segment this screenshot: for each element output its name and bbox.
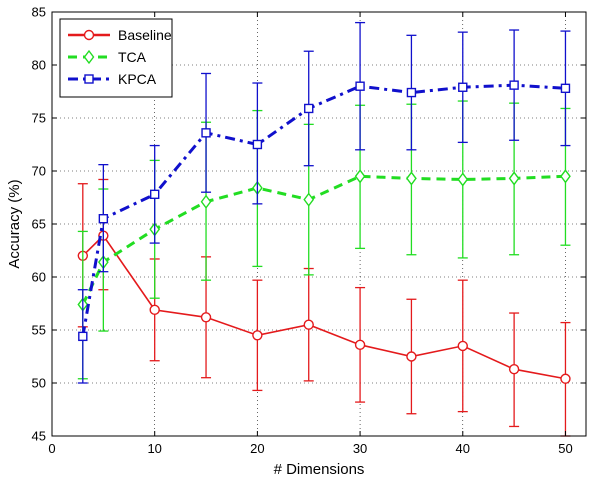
legend-marker (83, 49, 95, 65)
data-point (200, 194, 212, 209)
data-point (406, 351, 417, 362)
data-point (354, 339, 366, 351)
data-point (458, 82, 468, 92)
x-axis-title: # Dimensions (274, 461, 365, 478)
data-point (149, 189, 160, 200)
series-kpca (77, 21, 571, 384)
y-tick-label: 80 (32, 58, 46, 73)
legend-marker (83, 29, 95, 41)
data-point (457, 340, 468, 352)
data-point (560, 373, 571, 384)
legend-entry-kpca: KPCA (68, 71, 157, 87)
x-tick-label: 10 (147, 441, 161, 456)
series-layer (77, 21, 571, 437)
x-tick-label: 20 (250, 441, 264, 456)
y-tick-label: 50 (32, 376, 46, 391)
legend-entry-tca: TCA (68, 49, 147, 65)
x-tick-label: 0 (48, 441, 55, 456)
legend-label: TCA (118, 49, 147, 65)
y-tick-label: 70 (32, 164, 46, 179)
legend-label: KPCA (118, 71, 157, 87)
data-point (78, 331, 88, 342)
series-baseline (77, 178, 571, 437)
data-point (303, 319, 314, 330)
y-axis-title: Accuracy (%) (6, 179, 23, 268)
data-point (406, 171, 417, 186)
y-tick-label: 45 (32, 429, 46, 444)
data-point (149, 304, 160, 316)
data-point (560, 83, 571, 94)
data-point (508, 171, 520, 186)
y-tick-label: 60 (32, 270, 46, 285)
y-tick-label: 85 (32, 5, 46, 20)
data-point (509, 80, 519, 90)
data-point (200, 312, 212, 323)
data-point (98, 213, 109, 224)
axes: 0 10 20 30 40 50 45 50 55 60 65 70 75 80 85 # Dimension… (6, 5, 587, 478)
legend-label: Baseline (118, 27, 172, 43)
data-point (355, 81, 365, 91)
legend-entry-baseline: Baseline (68, 27, 172, 43)
data-point (304, 103, 314, 114)
series-tca (77, 100, 571, 380)
data-point (303, 192, 315, 207)
data-point (508, 364, 520, 375)
data-point (354, 169, 366, 184)
legend-marker (84, 74, 94, 84)
data-point (406, 87, 417, 98)
data-point (201, 128, 211, 138)
data-point (560, 169, 571, 184)
legend-box (59, 18, 173, 98)
legend: Baseline TCA KPCA (59, 18, 173, 98)
y-tick-label: 75 (32, 111, 46, 126)
data-point (457, 172, 469, 187)
x-tick-label: 30 (353, 441, 367, 456)
x-tick-label: 40 (456, 441, 470, 456)
y-tick-label: 65 (32, 217, 46, 232)
data-point (252, 139, 263, 150)
data-point (252, 330, 263, 341)
x-tick-label: 50 (558, 441, 572, 456)
y-tick-label: 55 (32, 323, 46, 338)
